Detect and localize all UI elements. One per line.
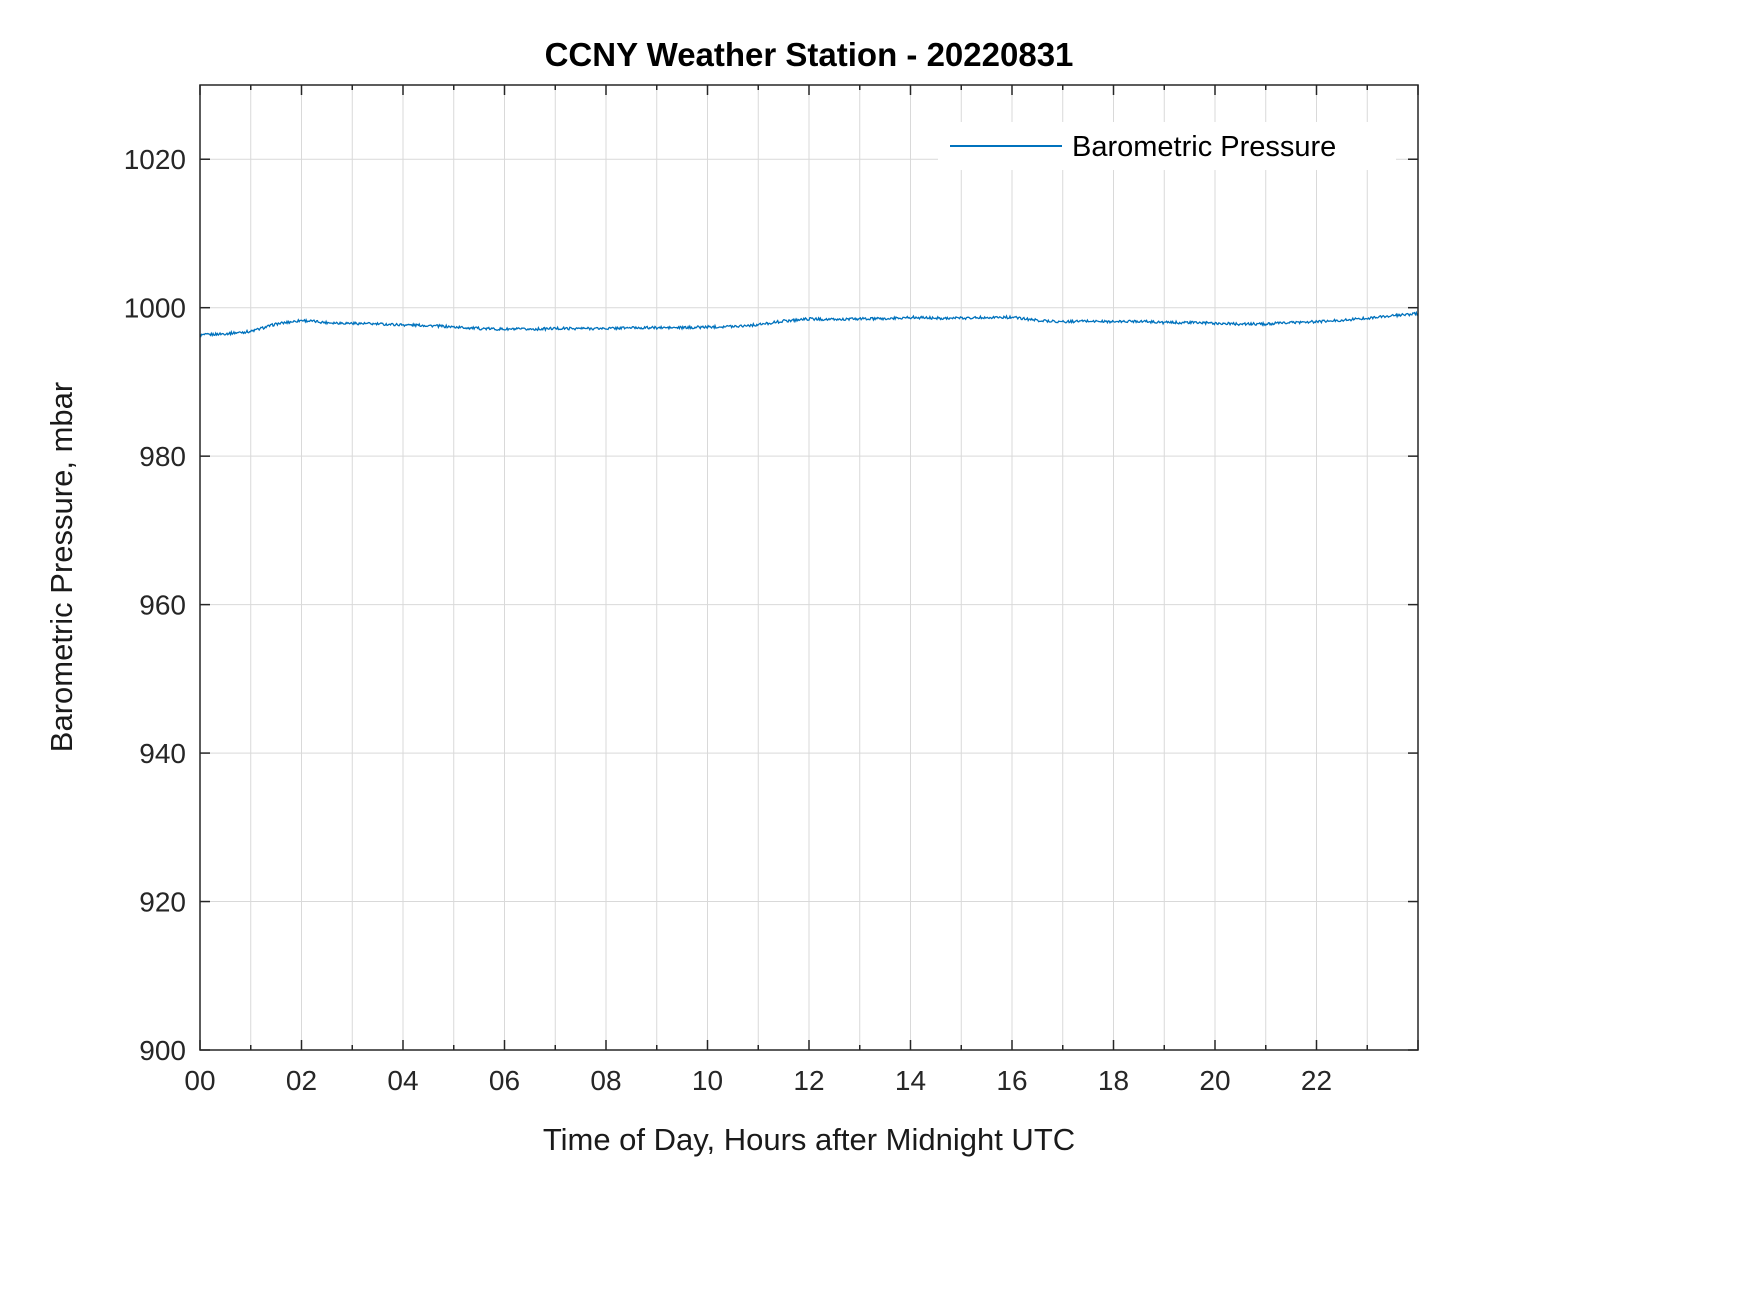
y-tick-label: 960 — [139, 590, 186, 621]
y-tick-label: 1020 — [124, 144, 186, 175]
y-tick-labels: 900 920 940 960 980 1000 1020 — [124, 144, 186, 1066]
chart-title: CCNY Weather Station - 20220831 — [545, 36, 1074, 73]
y-tick-label: 940 — [139, 738, 186, 769]
series-layer — [199, 310, 1419, 338]
x-tick-label: 16 — [996, 1065, 1027, 1096]
pressure-line — [199, 310, 1419, 338]
x-tick-label: 10 — [692, 1065, 723, 1096]
tick-marks — [199, 85, 1419, 1051]
y-tick-label: 980 — [139, 441, 186, 472]
x-axis-label: Time of Day, Hours after Midnight UTC — [543, 1122, 1075, 1157]
y-tick-label: 920 — [139, 887, 186, 918]
x-tick-label: 02 — [286, 1065, 317, 1096]
legend: Barometric Pressure — [938, 122, 1396, 170]
x-tick-label: 20 — [1199, 1065, 1230, 1096]
plot-border — [199, 84, 1419, 1051]
x-tick-label: 14 — [895, 1065, 926, 1096]
x-tick-label: 22 — [1301, 1065, 1332, 1096]
x-tick-label: 04 — [387, 1065, 418, 1096]
x-tick-labels: 00 02 04 06 08 10 12 14 16 18 20 22 — [184, 1065, 1332, 1096]
y-tick-label: 1000 — [124, 293, 186, 324]
x-tick-label: 18 — [1098, 1065, 1129, 1096]
y-axis-label: Barometric Pressure, mbar — [44, 382, 79, 752]
x-tick-label: 12 — [793, 1065, 824, 1096]
x-tick-label: 00 — [184, 1065, 215, 1096]
x-tick-label: 06 — [489, 1065, 520, 1096]
legend-label: Barometric Pressure — [1072, 131, 1336, 163]
x-tick-label: 08 — [590, 1065, 621, 1096]
y-tick-label: 900 — [139, 1035, 186, 1066]
